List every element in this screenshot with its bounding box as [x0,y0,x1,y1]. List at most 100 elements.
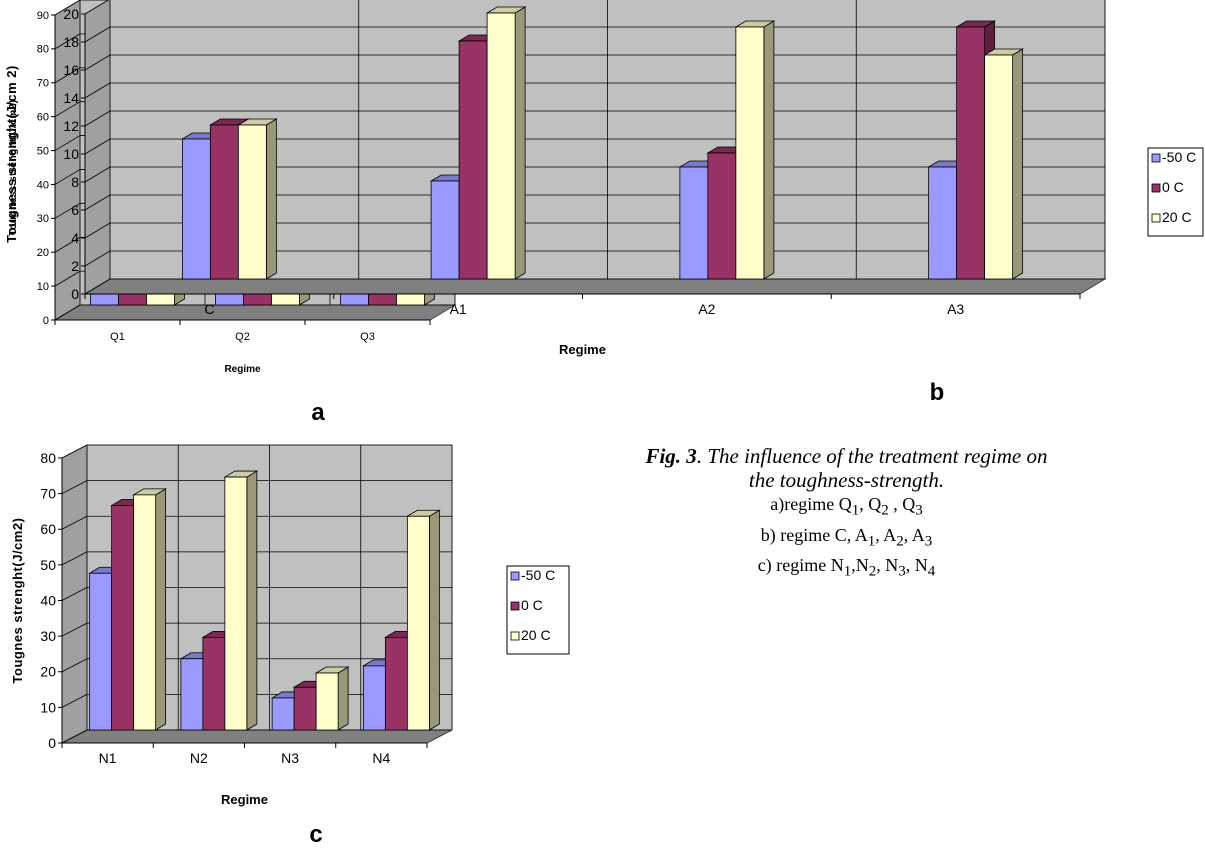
y-tick-label: 0 [71,286,79,302]
legend-entry: -50 C [1162,149,1196,165]
x-tick-label: N1 [99,750,117,766]
y-tick-label: 12 [63,118,79,134]
bar [314,666,350,731]
gridline-side [84,0,110,15]
caption-title-line1: . The influence of the treatment regime … [696,444,1048,468]
plot-floor [83,278,1107,295]
legend-entry: 20 C [521,627,551,643]
y-tick-label: 30 [37,213,49,225]
bar-side [514,6,526,280]
gridline-side [84,138,111,155]
x-tick-label: N3 [281,750,299,766]
gridline-side [61,694,88,708]
legend-swatch [510,631,520,641]
gridline-side [61,587,88,601]
bar-front [458,40,488,280]
bar-front [89,572,113,731]
legend-entry: -50 C [521,567,555,583]
gridline-side [84,54,111,71]
bar [485,6,527,280]
x-tick-label: A3 [947,301,964,317]
bar-side [265,118,277,280]
chart-panel-b: 0 2 4 6 8 10 12 14 16 18 20 C A1 A2 A3 Regime Tougness s… [4,0,1204,406]
bar [678,160,720,280]
bar-front [315,672,339,731]
y-tick-label: 18 [63,34,79,50]
caption-title-line2: the toughness-strength. [748,468,945,492]
gridline-side [54,202,81,219]
y-tick-label: 60 [40,521,56,537]
bar [983,48,1025,280]
bar-front [735,26,765,280]
gridline-side [61,622,88,637]
gridline-side [54,304,81,321]
caption-line-c: c) regime N1,N2, N3, N4 [757,555,936,580]
x-tick-label: N2 [190,750,208,766]
gridline-side [54,67,81,84]
caption-line-b: b) regime C, A1, A2, A3 [760,524,933,550]
y-tick-label: 80 [37,44,49,56]
y-tick-label: 10 [40,699,56,715]
y-tick-label: 40 [37,179,49,191]
caption-line-a: a)regime Q1, Q2 , Q3 [770,494,923,519]
gridline-side [84,278,111,295]
y-tick-label: 40 [40,592,56,608]
gridline-side [84,166,111,183]
y-tick-label: 14 [63,90,79,106]
gridline-side [54,270,81,287]
x-tick-label: A1 [450,301,467,317]
bar-front [928,166,958,280]
legend: -50 C 0 C 20 C [506,565,570,655]
gridline-side [61,515,88,530]
bar-front [956,26,986,280]
bar-front [180,658,204,731]
bar-front [133,494,157,731]
legend-swatch [1151,183,1161,193]
gridline-side [54,33,81,50]
x-tick-label: N4 [372,750,390,766]
bar-side [428,509,440,731]
gridline-side [84,222,111,239]
bar-front [984,54,1014,280]
gridline-side [84,26,111,43]
legend-swatch [1151,213,1161,223]
gridline-side [61,551,88,566]
y-tick-label: 20 [40,664,56,680]
x-tick-label: Q2 [235,331,250,343]
y-tick-label: 10 [37,281,49,293]
y-tick-label: 0 [48,735,56,751]
y-tick-label: 2 [71,258,79,274]
y-axis-title: Tougness strenght(J/cm2) [8,99,19,235]
chart-panel-c: 0 10 20 30 40 50 60 70 80 N1 N2 N3 N4 Regime Tougnes s… [10,444,570,848]
gridline-side [54,135,81,151]
y-tick-label: 80 [40,450,56,466]
bar-front [111,505,135,731]
legend-swatch [1151,153,1161,163]
y-axis-title: Tougnes strenght(J/cm2) [10,518,25,684]
y-tick-label: 4 [71,230,79,246]
y-tick-label: 50 [37,145,49,157]
x-axis-title: Regime [224,364,261,375]
bar-front [362,665,386,731]
y-tick-label: 20 [63,6,79,22]
panel-letter: c [309,821,322,848]
bar-side [337,666,349,731]
y-tick-label: 60 [37,112,49,124]
bar-front [271,697,295,731]
figure-caption: Fig. 3. The influence of the treatment r… [488,444,1205,614]
bar-front [202,636,226,731]
gridline-side [61,480,88,494]
bar [132,488,168,731]
gridline-side [54,236,81,253]
y-tick-label: 30 [40,628,56,644]
x-tick-label: A2 [698,301,715,317]
gridline-side [61,729,88,744]
bar [236,118,278,280]
x-tick-label: Q1 [110,331,125,343]
bar [223,470,259,731]
gridline-side [61,658,88,673]
y-tick-label: 6 [71,202,79,218]
bar-front [679,166,709,280]
x-tick-label: Q3 [360,331,375,343]
bar-front [237,124,267,280]
